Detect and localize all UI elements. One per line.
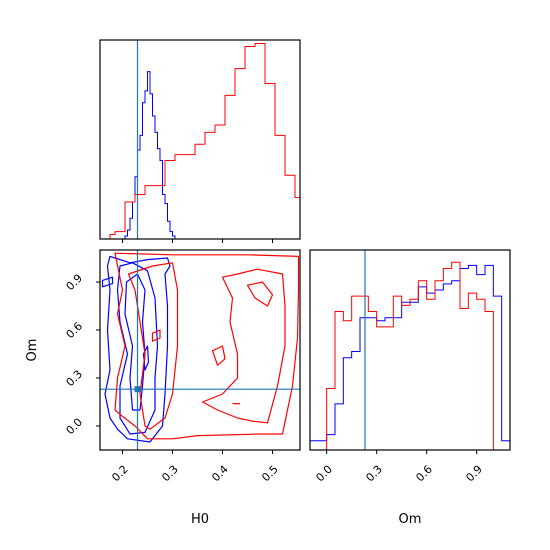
scatter-ytick-label-3: 0.9 <box>64 272 86 294</box>
scatter-ticks: 0.2 0.3 0.4 0.5 0.0 0.3 0.6 0.9 <box>64 272 281 485</box>
hist-H0-panel <box>99 39 301 243</box>
scatter-xtick-label-3: 0.5 <box>259 463 281 485</box>
contour-9 <box>211 345 226 366</box>
scatter-ytick-label-2: 0.6 <box>64 320 86 342</box>
scatter-xtick-label-2: 0.4 <box>209 463 231 485</box>
scatter-ytick-label-1: 0.3 <box>64 368 86 390</box>
scatter-frame <box>99 249 301 451</box>
contour-6 <box>127 262 179 430</box>
hist-H0-blue-series <box>100 71 300 240</box>
scatter-panel: 0.2 0.3 0.4 0.5 0.0 0.3 0.6 0.9 H0 Om <box>25 249 301 527</box>
x-axis-label-H0: H0 <box>191 512 209 527</box>
y-axis-label-Om: Om <box>25 339 40 362</box>
scatter-content <box>100 250 300 450</box>
contour-group <box>100 250 300 450</box>
truth-point <box>134 386 141 393</box>
hist-Om-xtick-label-2: 0.6 <box>413 463 435 485</box>
hist-Om-content <box>309 250 510 450</box>
contour-1 <box>116 262 159 435</box>
x-axis-label-Om: Om <box>399 512 422 527</box>
hist-H0-frame <box>99 39 301 240</box>
contour-2 <box>124 273 146 411</box>
scatter-xtick-label-0: 0.2 <box>109 463 131 485</box>
scatter-ytick-label-0: 0.0 <box>64 416 86 438</box>
hist-H0-red-series <box>100 42 301 240</box>
contour-0 <box>104 255 171 443</box>
scatter-xtick-label-1: 0.3 <box>159 463 181 485</box>
contour-5 <box>114 252 300 440</box>
hist-Om-xtick-label-1: 0.3 <box>363 463 385 485</box>
hist-Om-xtick-label-3: 0.9 <box>463 463 485 485</box>
contour-8 <box>246 281 274 307</box>
contour-7 <box>201 268 286 424</box>
hist-H0-content <box>100 40 301 240</box>
hist-H0-ticks <box>122 239 273 243</box>
hist-Om-xtick-label-0: 0.0 <box>313 463 335 485</box>
hist-Om-ticks: 0.0 0.3 0.6 0.9 <box>313 450 485 484</box>
contour-4 <box>101 276 114 288</box>
contour-3 <box>142 345 150 371</box>
hist-Om-frame <box>309 249 511 451</box>
hist-Om-panel: 0.0 0.3 0.6 0.9 Om <box>309 249 511 527</box>
contour-10 <box>151 329 161 342</box>
hist-Om-red-series <box>326 261 494 450</box>
hist-Om-blue-series <box>309 264 510 450</box>
